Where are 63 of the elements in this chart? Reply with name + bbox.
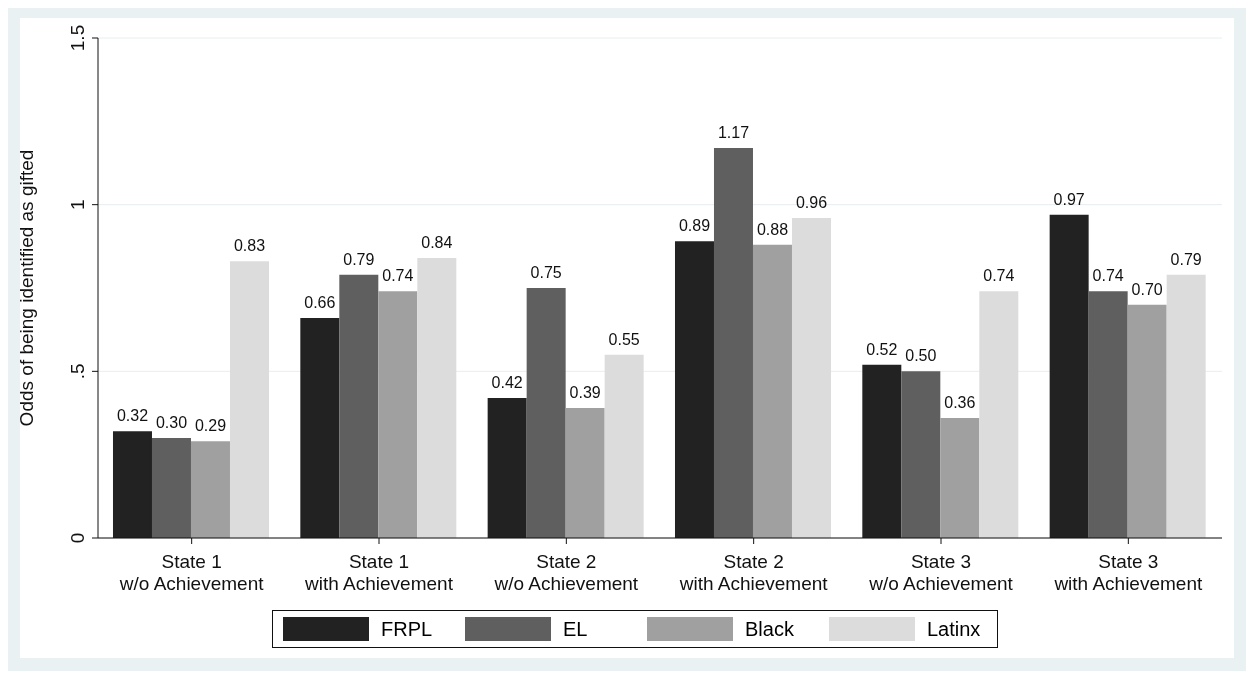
data-label: 0.83 xyxy=(233,237,266,255)
legend-label: Latinx xyxy=(927,617,982,641)
y-tick-label: 1 xyxy=(67,199,88,210)
bar xyxy=(565,408,605,538)
y-tick-label: 1.5 xyxy=(67,24,88,52)
data-label: 0.32 xyxy=(116,407,149,425)
x-tick-label: State 1 w/o Achievement xyxy=(118,551,265,594)
data-label: 0.50 xyxy=(905,347,937,365)
data-label: 0.97 xyxy=(1053,190,1085,208)
data-label: 0.75 xyxy=(530,264,562,281)
bar xyxy=(487,398,527,538)
bar xyxy=(1166,274,1206,538)
data-label: 0.39 xyxy=(569,384,601,401)
bar xyxy=(901,371,941,538)
bar xyxy=(300,318,340,538)
bar xyxy=(791,218,831,538)
legend-label: Black xyxy=(745,617,795,641)
data-label: 0.88 xyxy=(756,220,789,238)
y-tick-label: .5 xyxy=(67,363,88,380)
bar xyxy=(940,418,980,538)
bar xyxy=(979,291,1019,538)
x-tick-label: State 2 w/o Achievement xyxy=(493,551,639,594)
data-label: 0.55 xyxy=(608,330,640,348)
bar xyxy=(151,438,191,538)
y-tick-label: 0 xyxy=(67,532,88,544)
bar xyxy=(526,288,566,538)
data-label: 0.42 xyxy=(491,374,523,391)
data-label: 0.74 xyxy=(382,267,414,285)
bar xyxy=(1088,291,1128,538)
bar xyxy=(417,258,457,538)
x-tick-label: State 2 with Achievement xyxy=(678,551,829,594)
data-label: 0.36 xyxy=(944,394,976,411)
data-label: 0.70 xyxy=(1131,280,1163,298)
data-label: 0.74 xyxy=(1092,267,1124,285)
data-label: 0.79 xyxy=(1170,250,1202,268)
data-label: 0.84 xyxy=(421,234,453,251)
x-tick-label: State 3 with Achievement xyxy=(1053,551,1203,594)
x-tick-label: State 1 with Achievement xyxy=(304,551,454,594)
bar xyxy=(752,244,792,538)
data-label: 0.74 xyxy=(983,267,1015,285)
bar xyxy=(229,261,269,538)
bar xyxy=(1049,214,1089,538)
bar xyxy=(190,441,230,538)
data-label: 0.66 xyxy=(304,294,336,311)
data-label: 0.29 xyxy=(194,417,227,435)
data-label: 0.96 xyxy=(795,194,828,211)
bar xyxy=(862,364,902,538)
legend-label: EL xyxy=(563,617,589,641)
bar xyxy=(112,431,152,538)
data-label: 0.30 xyxy=(155,414,188,431)
data-label: 0.89 xyxy=(678,217,711,235)
data-label: 0.79 xyxy=(343,250,375,268)
x-tick-label: State 3 w/o Achievement xyxy=(868,551,1014,594)
bar xyxy=(604,354,644,538)
data-label: 0.52 xyxy=(866,340,898,358)
bar xyxy=(378,291,418,538)
bar xyxy=(674,241,714,538)
bar xyxy=(713,148,753,538)
legend-label: FRPL xyxy=(381,617,434,641)
y-axis-title: Odds of being identified as gifted xyxy=(15,149,37,427)
bar xyxy=(339,274,379,538)
bar xyxy=(1127,304,1167,538)
data-label: 1.17 xyxy=(717,124,750,141)
